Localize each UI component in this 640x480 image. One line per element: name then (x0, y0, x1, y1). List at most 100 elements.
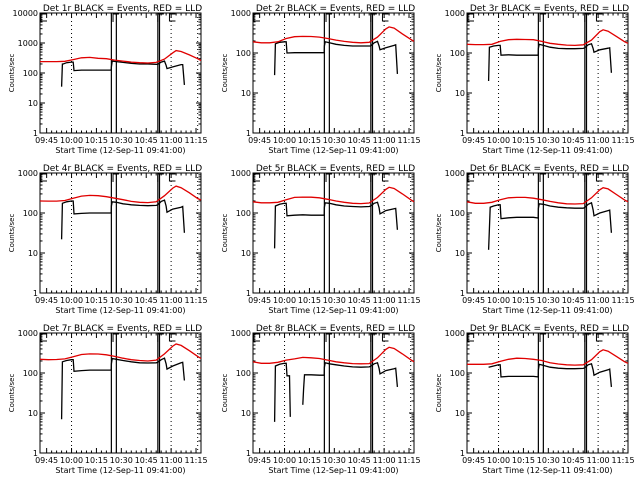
y-tick-label: 10 (241, 249, 251, 258)
x-tick-label: 10:00 (273, 296, 296, 305)
flag-marker-e (467, 13, 474, 22)
x-tick-label: 11:15 (397, 296, 420, 305)
plot-frame (39, 332, 202, 454)
x-tick-label: 11:00 (160, 456, 183, 465)
flag-marker-e (168, 173, 176, 182)
flag-marker-f (370, 13, 377, 22)
panel-title: Det 4r BLACK = Events, RED = LLD (43, 164, 202, 174)
flag-marker-e (595, 13, 603, 22)
x-tick-label: 10:45 (562, 456, 585, 465)
x-tick-label: 11:15 (397, 136, 420, 145)
y-axis-label: Counts/sec (8, 214, 16, 253)
flag-marker-f (325, 13, 333, 22)
x-tick-label: 11:15 (184, 136, 207, 145)
panel-title: Det 2r BLACK = Events, RED = LLD (256, 4, 415, 14)
flag-marker-e (168, 333, 176, 342)
x-tick-label: 09:45 (248, 296, 271, 305)
panel-det-2: Det 2r BLACK = Events, RED = LLD 1 10 100 10… (221, 4, 421, 155)
y-axis-label: Counts/sec (435, 374, 443, 413)
x-tick-label: 09:45 (35, 456, 58, 465)
x-tick-label: 10:45 (348, 136, 371, 145)
flag-marker-e (40, 13, 47, 22)
y-tick-label: 1000 (445, 9, 465, 18)
flag-marker-f (539, 333, 547, 342)
y-tick-label: 100 (450, 369, 465, 378)
x-tick-label: 10:15 (512, 136, 535, 145)
flag-marker-e (40, 333, 47, 342)
plot-frame (466, 172, 629, 294)
y-axis-label: Counts/sec (221, 54, 229, 93)
series-line-events (60, 60, 186, 87)
x-axis-label: Start Time (12-Sep-11 09:41:00) (268, 466, 398, 475)
y-tick-label: 1000 (231, 9, 251, 18)
x-tick-label: 10:00 (487, 136, 510, 145)
flag-marker-e (253, 173, 260, 182)
panel-det-1: Det 1r BLACK = Events, RED = LLD 1 10 100 10… (8, 4, 208, 155)
x-tick-label: 11:00 (587, 456, 610, 465)
series-line-lld (252, 26, 415, 44)
panel-det-5: Det 5r BLACK = Events, RED = LLD 1 10 100 10… (221, 164, 421, 315)
flag-marker-f (584, 13, 591, 22)
panel-det-7: Det 7r BLACK = Events, RED = LLD 1 10 100 10… (8, 324, 208, 475)
x-tick-label: 11:00 (587, 296, 610, 305)
series-line-events (273, 201, 399, 249)
x-tick-label: 11:00 (587, 136, 610, 145)
x-tick-label: 10:30 (323, 296, 346, 305)
x-tick-label: 11:00 (373, 136, 396, 145)
panel-det-6: Det 6r BLACK = Events, RED = LLD 1 10 100 10… (435, 164, 635, 315)
plot-frame (39, 172, 202, 294)
x-tick-label: 10:30 (537, 136, 560, 145)
panel-title: Det 7r BLACK = Events, RED = LLD (43, 324, 202, 334)
y-tick-label: 100 (236, 49, 251, 58)
x-tick-label: 09:45 (35, 296, 58, 305)
flag-marker-f (112, 173, 120, 182)
y-tick-label: 10 (455, 249, 465, 258)
y-tick-label: 1000 (18, 329, 38, 338)
y-tick-label: 10000 (13, 9, 38, 18)
y-axis-label: Counts/sec (221, 214, 229, 253)
x-tick-label: 10:00 (273, 136, 296, 145)
panel-title: Det 5r BLACK = Events, RED = LLD (256, 164, 415, 174)
flag-marker-e (168, 13, 176, 22)
x-tick-label: 11:00 (160, 296, 183, 305)
flag-marker-f (112, 13, 120, 22)
x-tick-label: 10:30 (110, 136, 133, 145)
flag-marker-f (539, 173, 547, 182)
plot-frame (252, 332, 415, 454)
x-tick-label: 09:45 (248, 136, 271, 145)
plot-frame (39, 12, 202, 134)
flag-marker-f (157, 13, 164, 22)
x-tick-label: 10:15 (298, 136, 321, 145)
series-line-lld (39, 343, 202, 362)
y-tick-label: 1 (33, 449, 38, 458)
panel-title: Det 9r BLACK = Events, RED = LLD (470, 324, 629, 334)
plot-frame (466, 12, 629, 134)
y-tick-label: 1 (246, 129, 251, 138)
x-tick-label: 09:45 (248, 456, 271, 465)
flag-marker-e (467, 333, 474, 342)
series-line-lld (466, 187, 629, 205)
series-line-events (60, 357, 186, 420)
x-tick-label: 10:45 (348, 296, 371, 305)
x-tick-label: 10:45 (135, 456, 158, 465)
x-tick-label: 10:15 (85, 296, 108, 305)
y-axis-label: Counts/sec (435, 54, 443, 93)
series-line-lld (252, 346, 415, 365)
plot-frame (252, 172, 415, 294)
series-line-lld (467, 349, 629, 366)
x-tick-label: 10:00 (60, 456, 83, 465)
x-tick-label: 10:15 (512, 296, 535, 305)
y-tick-label: 1000 (18, 39, 38, 48)
y-tick-label: 10 (455, 409, 465, 418)
x-tick-label: 11:15 (611, 456, 634, 465)
y-tick-label: 100 (23, 209, 38, 218)
series-line-events (487, 201, 613, 250)
x-tick-label: 10:15 (85, 136, 108, 145)
x-tick-label: 10:15 (512, 456, 535, 465)
flag-marker-e (467, 173, 474, 182)
x-tick-label: 10:15 (298, 296, 321, 305)
x-tick-label: 10:45 (135, 296, 158, 305)
x-tick-label: 10:30 (323, 136, 346, 145)
x-tick-label: 10:30 (110, 456, 133, 465)
flag-marker-e (381, 13, 389, 22)
